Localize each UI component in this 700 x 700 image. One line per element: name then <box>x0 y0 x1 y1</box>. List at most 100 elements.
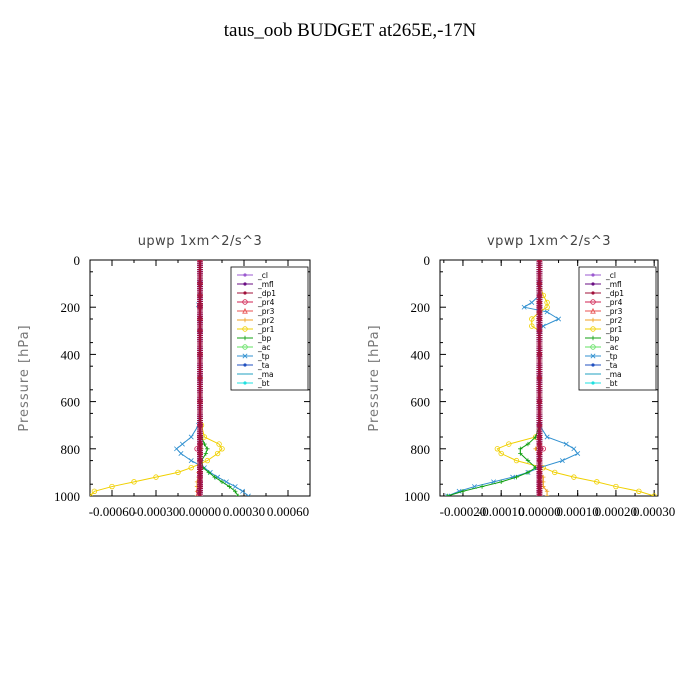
data-point <box>175 469 181 476</box>
data-point <box>91 488 98 494</box>
legend-label: _ac <box>605 343 618 352</box>
legend-marker <box>591 273 595 277</box>
legend-label: _ma <box>257 370 274 379</box>
data-point <box>205 446 210 451</box>
legend-label: _bt <box>605 379 618 388</box>
legend-marker <box>590 317 596 323</box>
data-point <box>544 434 550 440</box>
x-tick-label: -0.00060 <box>89 504 136 519</box>
data-point <box>521 304 527 310</box>
legend-marker <box>242 299 248 305</box>
y-tick-label: 1000 <box>404 489 430 504</box>
data-point <box>227 484 232 489</box>
legend-label: _bp <box>257 334 272 343</box>
legend-label: _dp1 <box>257 289 276 298</box>
y-tick-label: 400 <box>411 347 431 362</box>
data-point <box>233 489 238 494</box>
series-line-bp <box>447 260 540 496</box>
panel-title: vpwp 1xm^2/s^3 <box>487 234 611 249</box>
data-point <box>153 474 159 480</box>
data-point <box>651 493 657 496</box>
panel-vpwp: vpwp 1xm^2/s^3 Pressure [hPa] 0 200 400 600 80… <box>367 234 675 519</box>
legend-label: _pr4 <box>605 298 623 307</box>
data-point <box>174 446 180 452</box>
data-point <box>216 441 222 447</box>
data-point <box>518 446 523 451</box>
legend-marker <box>590 335 596 341</box>
legend-marker <box>242 317 248 323</box>
legend-marker <box>590 307 596 314</box>
legend-marker <box>242 353 248 359</box>
data-point <box>506 441 512 447</box>
data-point <box>559 458 565 464</box>
data-point <box>188 458 194 464</box>
legend-marker <box>243 291 247 295</box>
data-point <box>245 493 251 496</box>
legend-marker <box>590 299 596 305</box>
y-tick-label: 600 <box>61 395 81 410</box>
x-tick-label: 0.00030 <box>223 504 265 519</box>
legend-label: _ma <box>605 370 622 379</box>
x-tick-label: 0.00000 <box>179 504 221 519</box>
legend-label: _pr1 <box>605 325 623 334</box>
data-point <box>445 493 450 496</box>
data-point <box>552 469 558 476</box>
x-tick-label: -0.00010 <box>478 504 525 519</box>
legend-label: _cl <box>605 271 616 280</box>
data-point <box>556 316 562 322</box>
legend-label: _ta <box>605 361 617 370</box>
data-point <box>219 479 225 485</box>
legend-marker <box>591 363 595 367</box>
data-point <box>498 450 504 457</box>
legend-label: _pr2 <box>257 316 275 325</box>
x-tick-label: -0.00020 <box>440 504 487 519</box>
data-point <box>529 299 535 305</box>
legend-marker <box>591 291 595 295</box>
series-group <box>445 260 657 496</box>
legend-marker <box>590 326 596 332</box>
legend-label: _pr3 <box>605 307 623 316</box>
legend-label: _pr4 <box>257 298 275 307</box>
data-point <box>571 474 577 480</box>
data-point <box>498 479 504 485</box>
data-point <box>494 446 501 452</box>
data-point <box>544 489 550 494</box>
panel-title: upwp 1xm^2/s^3 <box>138 234 263 249</box>
data-point <box>460 489 466 494</box>
data-point <box>525 441 531 447</box>
legend-marker <box>591 282 595 286</box>
legend-marker <box>243 282 247 286</box>
series-group <box>90 260 251 496</box>
x-tick-label: 0.00020 <box>595 504 637 519</box>
data-point <box>525 458 531 463</box>
data-point <box>636 488 642 494</box>
legend-marker <box>590 353 596 359</box>
data-point <box>544 309 550 315</box>
page-title: taus_oob BUDGET at265E,-17N <box>223 20 477 41</box>
data-point <box>206 470 211 475</box>
data-point <box>445 493 451 496</box>
y-tick-label: 600 <box>411 395 431 410</box>
x-tick-label: 0.00060 <box>267 504 309 519</box>
data-point <box>188 464 194 471</box>
x-tick-label: 0.00000 <box>518 504 560 519</box>
series-line-tp <box>447 260 579 496</box>
x-tick-label: 0.00030 <box>633 504 675 519</box>
data-point <box>525 470 531 475</box>
data-point <box>235 493 241 496</box>
legend-label: _bt <box>257 379 270 388</box>
y-tick-label: 1000 <box>54 489 80 504</box>
legend-label: _ac <box>257 343 270 352</box>
x-tick-label: 0.00010 <box>557 504 599 519</box>
legend-marker <box>242 326 248 332</box>
data-point <box>479 484 485 489</box>
legend-marker <box>243 273 247 277</box>
legend-marker <box>242 344 248 350</box>
data-point <box>513 457 520 464</box>
y-axis-label: Pressure [hPa] <box>17 324 32 431</box>
legend-marker <box>242 335 248 341</box>
y-tick-label: 200 <box>61 300 81 315</box>
data-point <box>563 441 569 447</box>
legend-label: _pr1 <box>257 325 275 334</box>
